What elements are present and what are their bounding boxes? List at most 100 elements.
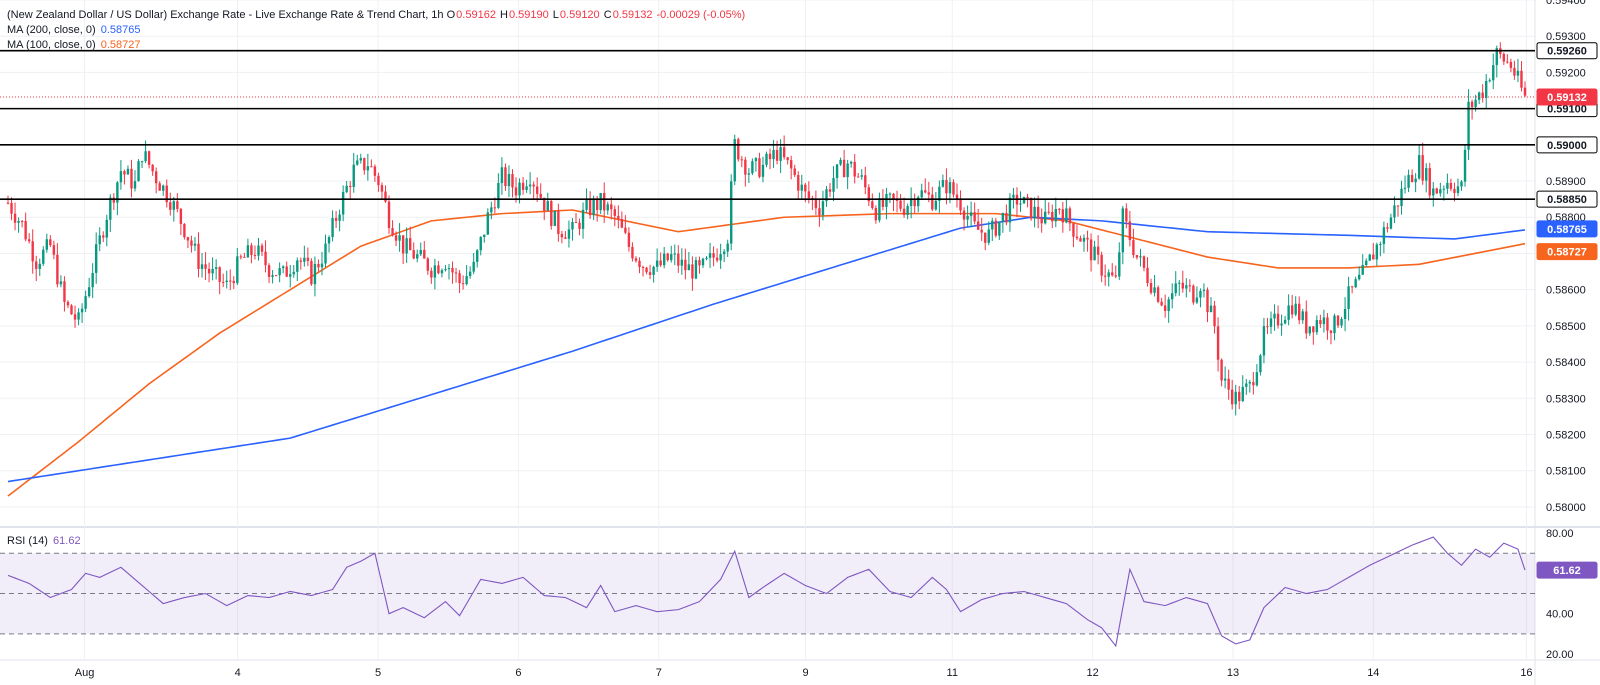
candle-body	[1361, 264, 1364, 275]
candle-body	[306, 257, 310, 261]
candle-body	[782, 147, 786, 158]
candle-body	[154, 171, 158, 184]
candle-body	[412, 250, 415, 259]
candle-body	[1312, 326, 1315, 333]
candle-body	[84, 296, 87, 309]
candle-body	[433, 265, 437, 278]
candle-body	[712, 253, 715, 258]
candle-body	[902, 208, 906, 216]
high-value: 0.59190	[508, 9, 549, 21]
candle-body	[934, 200, 938, 210]
candle-body	[243, 256, 246, 258]
ma100-legend[interactable]: MA (100, close, 0) 0.58727	[7, 38, 140, 52]
candle-body	[126, 168, 130, 175]
candle-body	[631, 246, 634, 259]
candle-body	[804, 184, 807, 192]
candle-body	[853, 161, 856, 177]
candle-body	[497, 183, 500, 208]
candle-body	[1280, 323, 1283, 326]
candle-body	[550, 201, 553, 226]
candle-body	[585, 199, 588, 210]
candle-body	[24, 221, 27, 240]
time-tick-label: 13	[1227, 667, 1239, 679]
price-tick-label: 0.59400	[1546, 0, 1586, 7]
candle-body	[543, 197, 546, 211]
ma200-label: MA (200, close, 0)	[7, 24, 96, 36]
candle-body	[116, 182, 119, 203]
low-label: L	[552, 9, 559, 21]
candle-body	[511, 174, 514, 188]
candle-body	[546, 201, 549, 211]
ma200-legend[interactable]: MA (200, close, 0) 0.58765	[7, 23, 140, 37]
candle-body	[310, 260, 313, 285]
candle-body	[1442, 188, 1446, 190]
candle-body	[1322, 317, 1326, 325]
candle-body	[1153, 287, 1156, 293]
candle-body	[1368, 254, 1371, 261]
candle-body	[504, 167, 507, 187]
candle-body	[955, 194, 959, 200]
price-tick-label: 0.58600	[1546, 285, 1586, 297]
candle-body	[454, 272, 458, 274]
candle-body	[860, 175, 863, 177]
candle-body	[1365, 260, 1368, 265]
candle-body	[1125, 208, 1128, 222]
candle-body	[1333, 315, 1336, 334]
candle-body	[987, 229, 990, 243]
level-badge-text: 0.58850	[1547, 194, 1587, 206]
candle-body	[779, 147, 782, 161]
price-badges: 0.59260 0.59100 0.59000 0.58850 0.59132 0.587…	[1536, 42, 1598, 579]
candle-body	[892, 193, 895, 200]
candle-body	[1209, 305, 1213, 313]
candle-body	[1417, 155, 1421, 179]
candle-body	[881, 198, 885, 207]
candle-body	[1114, 275, 1117, 277]
candle-body	[567, 229, 571, 239]
price-tick-label: 0.59300	[1546, 31, 1586, 43]
time-tick-label: 16	[1520, 667, 1532, 679]
candle-body	[532, 184, 535, 187]
candle-body	[835, 164, 839, 179]
candle-body	[581, 209, 585, 229]
candle-body	[1079, 238, 1082, 242]
candle-body	[1188, 285, 1192, 287]
rsi-value: 61.62	[53, 535, 81, 547]
candle-body	[698, 260, 701, 266]
candle-body	[1477, 92, 1481, 100]
candle-body	[260, 245, 264, 252]
candle-body	[1393, 205, 1396, 218]
candle-body	[1160, 301, 1163, 306]
candle-body	[1100, 254, 1103, 276]
candle-body	[574, 221, 578, 223]
candle-body	[1474, 99, 1477, 108]
candle-body	[70, 305, 73, 315]
candle-body	[641, 267, 645, 269]
ma200-badge	[1536, 220, 1598, 238]
candle-body	[966, 215, 969, 220]
candle-body	[423, 250, 426, 259]
open-value: 0.59162	[456, 9, 496, 21]
ma200-value: 0.58765	[100, 24, 141, 36]
candle-body	[264, 251, 267, 266]
candle-body	[878, 198, 881, 221]
low-value: 0.59120	[559, 9, 600, 21]
candle-body	[1185, 285, 1188, 289]
candle-body	[271, 275, 274, 277]
time-tick-label: 11	[947, 667, 958, 679]
candle-body	[292, 271, 295, 275]
candle-body	[1213, 305, 1216, 327]
candle-body	[620, 219, 624, 228]
candle-body	[1470, 101, 1474, 108]
candle-body	[1481, 92, 1484, 99]
candle-body	[87, 287, 91, 297]
candle-body	[797, 174, 800, 191]
candle-body	[1149, 283, 1153, 293]
candle-body	[1403, 187, 1407, 189]
candle-body	[20, 220, 24, 222]
candle-body	[1329, 330, 1333, 334]
rsi-legend[interactable]: RSI (14) 61.62	[7, 534, 81, 548]
time-axis[interactable]: Aug 4 5 6 7 9 11 12 13 14 16	[75, 667, 1533, 679]
horizontal-levels[interactable]	[0, 49, 1535, 200]
